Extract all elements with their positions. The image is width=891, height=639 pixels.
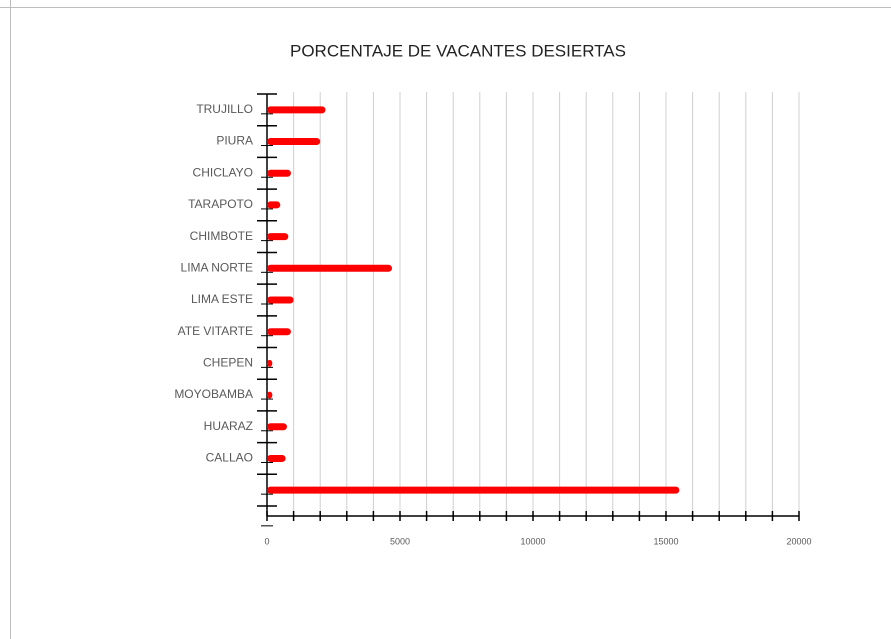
y-tick-label: LIMA NORTE bbox=[181, 260, 253, 274]
x-tick-label: 0 bbox=[264, 536, 269, 546]
bar bbox=[267, 486, 680, 494]
y-tick-label: TRUJILLO bbox=[196, 102, 253, 116]
bar bbox=[267, 296, 294, 304]
bar bbox=[267, 169, 291, 177]
x-tick-label: 10000 bbox=[520, 536, 545, 546]
x-tick-label: 5000 bbox=[390, 536, 410, 546]
y-tick-label: ATE VITARTE bbox=[178, 324, 253, 338]
y-tick-label: LIMA ESTE bbox=[191, 292, 253, 306]
bar bbox=[267, 233, 289, 241]
y-tick-label: CHICLAYO bbox=[193, 165, 253, 179]
bar bbox=[267, 106, 326, 114]
x-tick-label: 15000 bbox=[653, 536, 678, 546]
y-tick-label: MOYOBAMBA bbox=[174, 387, 253, 401]
chart-title: PORCENTAJE DE VACANTES DESIERTAS bbox=[290, 41, 626, 60]
bar bbox=[267, 328, 291, 336]
bar bbox=[267, 264, 393, 272]
y-tick-label: HUARAZ bbox=[204, 419, 253, 433]
y-tick-label: CALLAO bbox=[206, 451, 253, 465]
y-tick-label: CHEPEN bbox=[203, 356, 253, 370]
x-tick-label: 20000 bbox=[786, 536, 811, 546]
bar bbox=[267, 454, 286, 462]
bar bbox=[267, 138, 321, 146]
y-tick-label: PIURA bbox=[216, 134, 253, 148]
bar bbox=[267, 359, 273, 367]
y-tick-label: TARAPOTO bbox=[188, 197, 253, 211]
bar bbox=[267, 391, 273, 399]
bar bbox=[267, 423, 287, 431]
y-tick-label: CHIMBOTE bbox=[190, 229, 253, 243]
bar bbox=[267, 201, 281, 209]
